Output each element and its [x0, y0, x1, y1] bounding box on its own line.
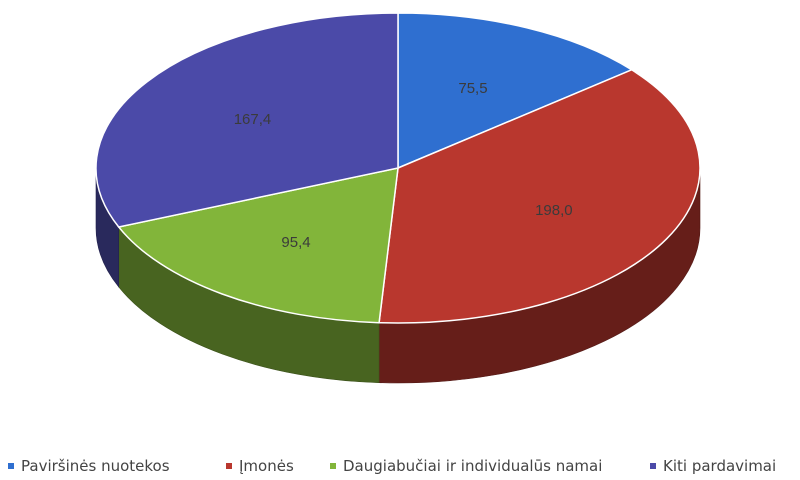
legend-label: Įmonės — [239, 457, 294, 475]
pie-slices — [95, 12, 701, 324]
data-labels: 75,5 198,0 95,4 167,4 — [234, 80, 573, 251]
legend-item-daugiabuciai: Daugiabučiai ir individualūs namai — [330, 456, 602, 476]
pie-slice — [378, 68, 701, 324]
data-label: 198,0 — [535, 202, 573, 219]
data-label: 95,4 — [281, 234, 310, 251]
pie-sides — [95, 167, 701, 384]
legend-swatch — [8, 462, 14, 469]
pie-slice — [117, 167, 399, 324]
legend-label: Paviršinės nuotekos — [21, 457, 170, 475]
data-label: 75,5 — [458, 80, 487, 97]
legend-item-imones: Įmonės — [226, 456, 294, 476]
legend-swatch — [226, 462, 232, 469]
data-label: 167,4 — [234, 111, 272, 128]
pie-slice — [95, 12, 399, 228]
legend-swatch — [650, 462, 656, 469]
legend: Paviršinės nuotekos Įmonės Daugiabučiai … — [0, 456, 800, 480]
legend-item-kiti-pardavimai: Kiti pardavimai — [650, 456, 776, 476]
pie-slice — [397, 12, 634, 170]
legend-swatch — [330, 462, 336, 469]
legend-label: Kiti pardavimai — [663, 457, 777, 475]
legend-label: Daugiabučiai ir individualūs namai — [343, 457, 603, 475]
legend-item-pavirsines-nuotekos: Paviršinės nuotekos — [8, 456, 170, 476]
